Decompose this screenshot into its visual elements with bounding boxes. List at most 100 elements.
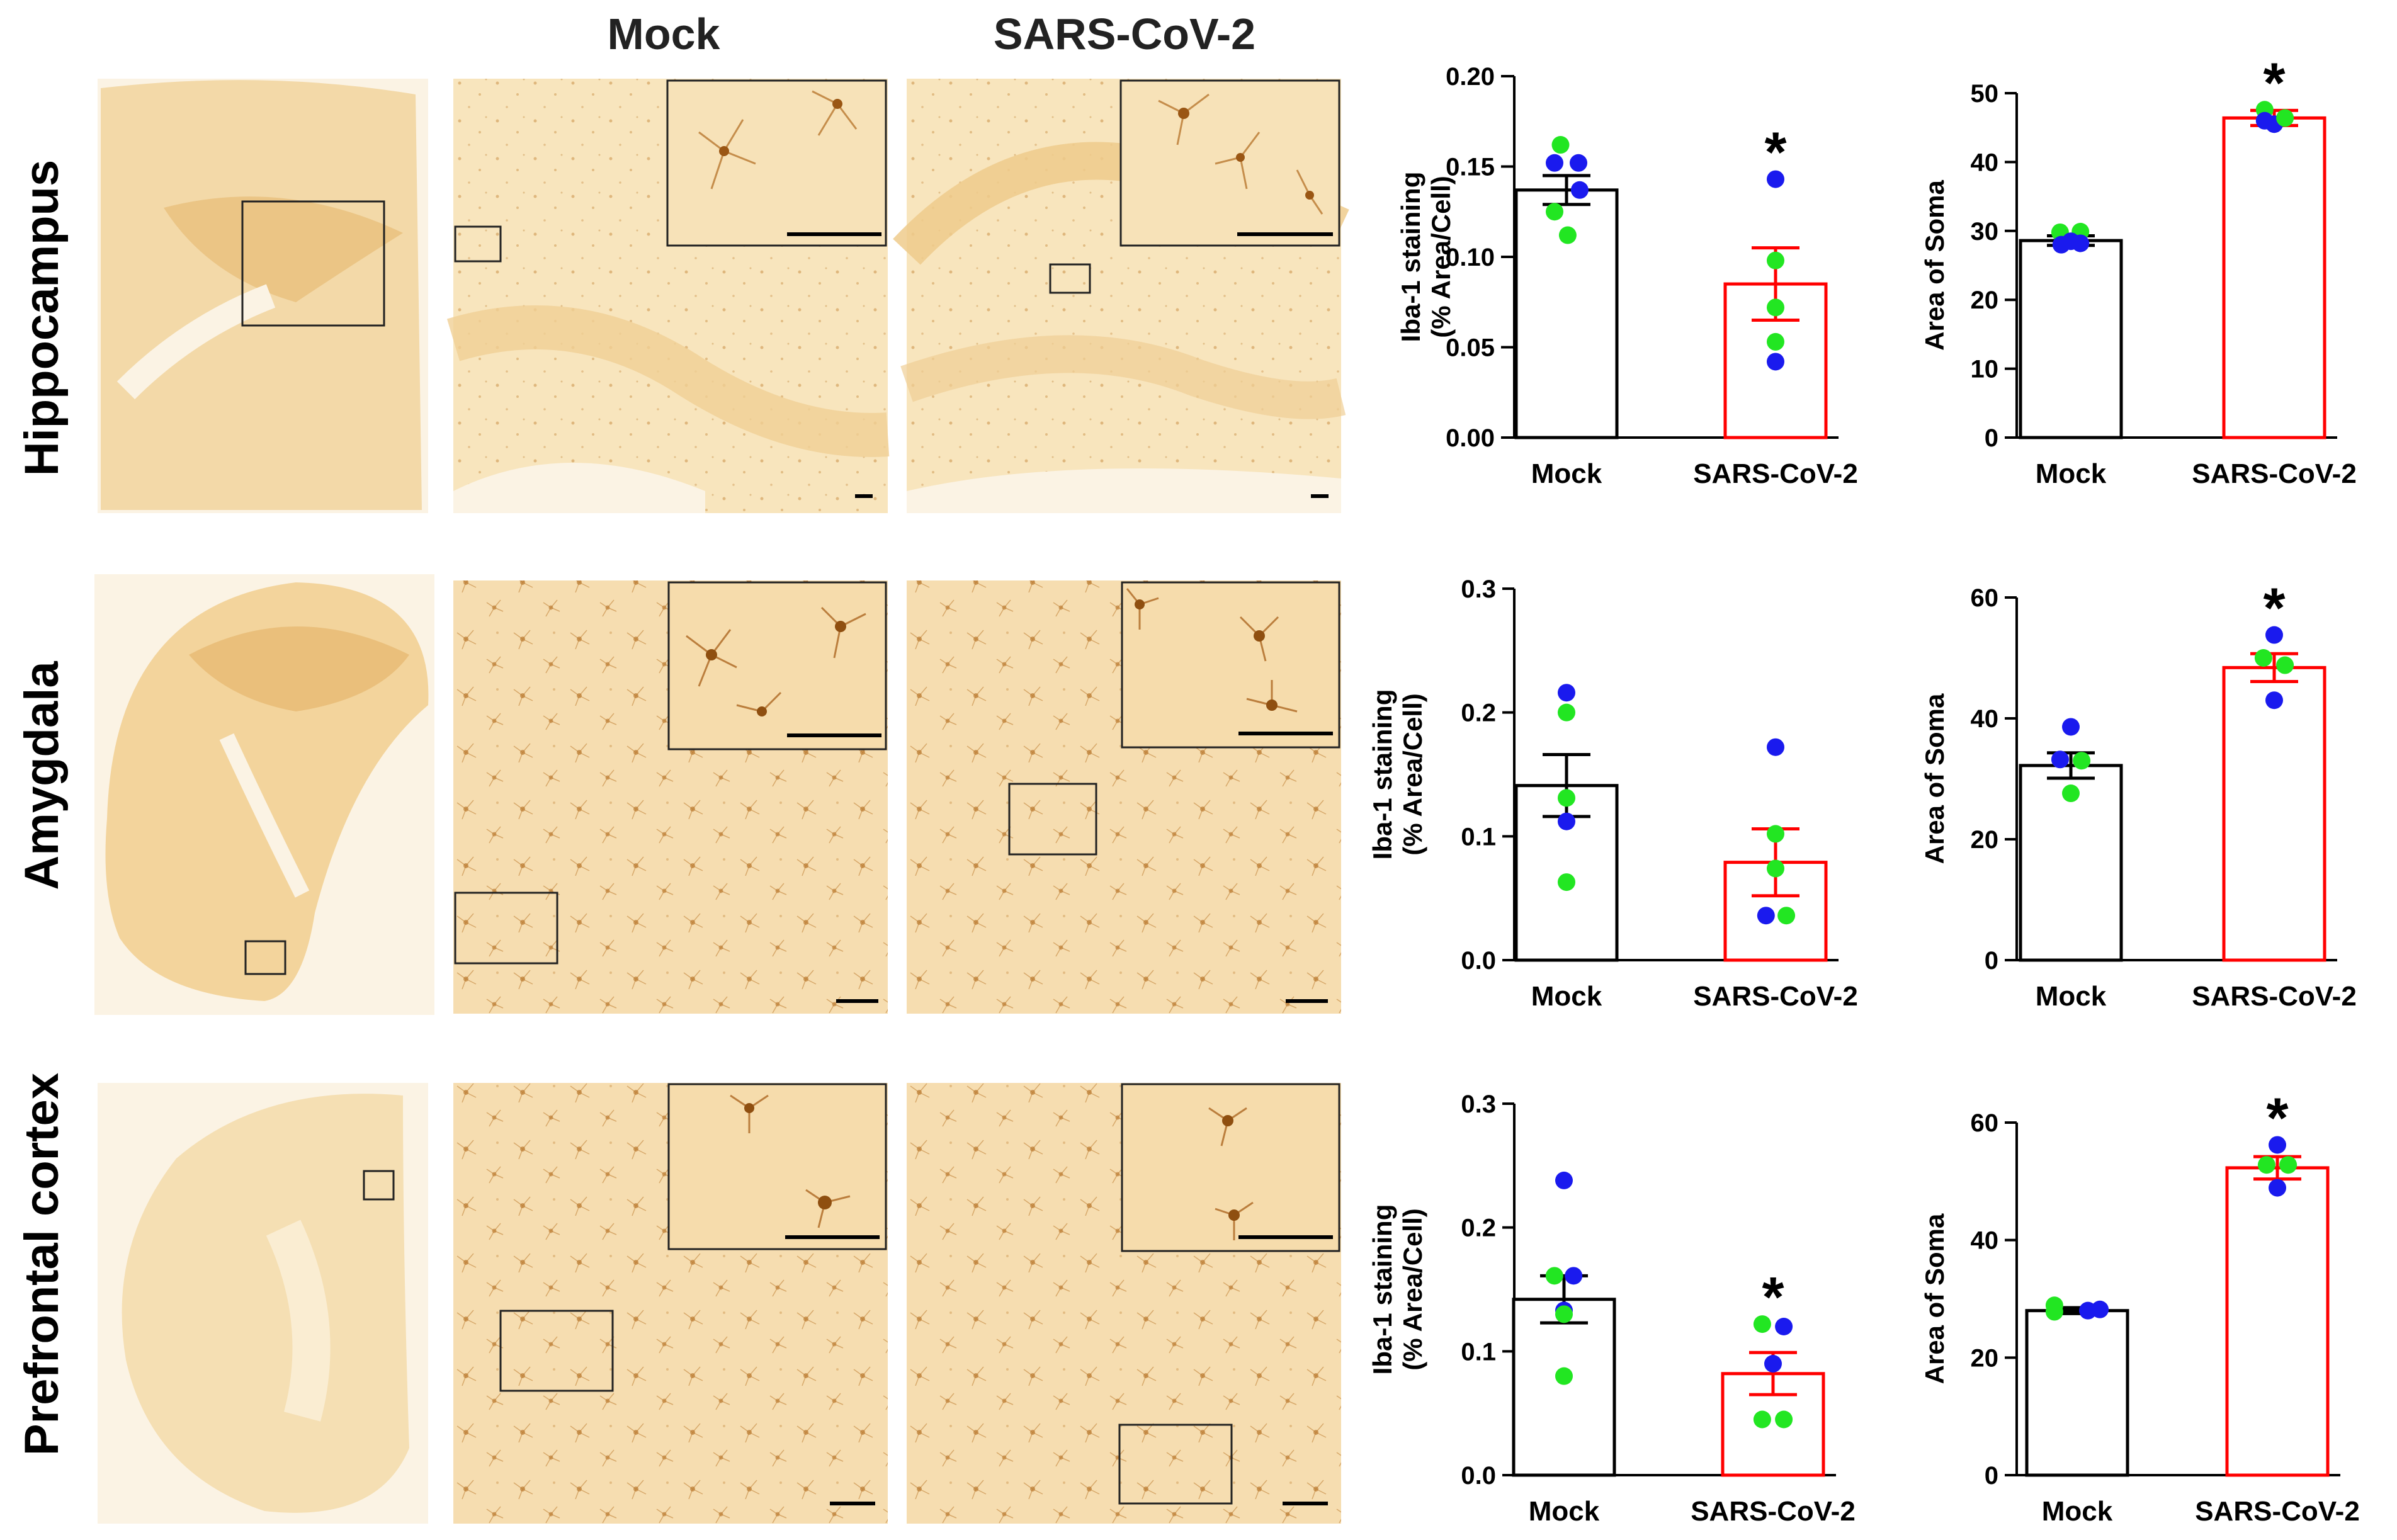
data-point (1551, 136, 1570, 154)
data-point (2279, 1156, 2298, 1174)
category-label: Mock (1529, 1496, 1600, 1527)
y-axis-label: Area of Soma (1920, 179, 1949, 350)
data-point (1558, 226, 1577, 244)
y-tick-label: 50 (1971, 80, 1999, 108)
data-point (2051, 750, 2069, 769)
data-point (1757, 907, 1775, 925)
prefrontal-mock-image (453, 1083, 888, 1524)
hippocampus-soma-chart: 0 10 20 30 40 50 Area of Soma Mock SARS-CoV-2 * (1920, 52, 2357, 489)
data-point (1558, 812, 1575, 830)
data-point (1565, 1267, 1583, 1285)
significance-marker: * (2266, 1087, 2288, 1150)
data-point (1767, 332, 1784, 351)
category-label: SARS-CoV-2 (1693, 981, 1858, 1012)
data-point (2062, 718, 2080, 736)
data-point (1767, 170, 1784, 188)
category-label: SARS-CoV-2 (2192, 458, 2357, 489)
amygdala-soma-chart: 0 20 40 60 Area of Soma Mock SARS-CoV-2 * (1920, 577, 2357, 1012)
data-point (2073, 752, 2091, 770)
y-tick-label: 0.00 (1446, 424, 1495, 452)
significance-marker: * (1762, 1266, 1784, 1329)
data-point (1545, 1267, 1563, 1285)
data-point (1767, 738, 1784, 756)
y-axis-label: Iba-1 staining (1368, 1204, 1397, 1375)
data-point (2062, 784, 2080, 803)
data-point (1775, 1410, 1793, 1429)
bar-mock (1512, 1298, 1616, 1477)
data-point (1767, 859, 1784, 878)
data-point (1753, 1315, 1771, 1333)
y-tick-label: 0.0 (1461, 1462, 1496, 1490)
y-axis-label: (% Area/Cell) (1398, 693, 1427, 856)
data-point (1570, 181, 1589, 199)
y-axis-label: Iba-1 staining (1368, 689, 1397, 860)
y-tick-label: 0.0 (1461, 947, 1496, 975)
data-point (1546, 203, 1563, 221)
significance-marker: * (2263, 52, 2285, 115)
prefrontal-overview-image (98, 1083, 428, 1524)
y-tick-label: 0.1 (1461, 823, 1496, 851)
category-label: SARS-CoV-2 (2195, 1496, 2360, 1527)
bar-sars (2222, 116, 2326, 439)
prefrontal-sars-image (907, 1083, 1341, 1524)
data-point (1546, 154, 1563, 172)
row-label-prefrontal-cortex: Prefrontal cortex (15, 1073, 69, 1456)
y-tick-label: 30 (1971, 218, 1999, 246)
hippocampus-sars-image (893, 79, 1349, 513)
amygdala-mock-image (453, 580, 888, 1014)
category-label: Mock (2036, 981, 2107, 1012)
prefrontal-roi-box (363, 1170, 395, 1201)
y-axis-label: (% Area/Cell) (1398, 1208, 1427, 1371)
category-label: Mock (2042, 1496, 2113, 1527)
y-tick-label: 0.2 (1461, 1214, 1496, 1242)
data-point (2091, 1300, 2109, 1318)
y-tick-label: 40 (1971, 1227, 1999, 1255)
y-tick-label: 0.10 (1446, 244, 1495, 271)
y-tick-label: 10 (1971, 356, 1999, 383)
bar-mock (2019, 239, 2123, 439)
amygdala-iba1-chart: 0.0 0.1 0.2 0.3 Iba-1 staining (% Area/Cell) M… (1368, 575, 1858, 1012)
y-tick-label: 20 (1971, 1344, 1999, 1372)
prefrontal-soma-chart: 0 20 40 60 Area of Soma Mock SARS-CoV-2 * (1920, 1087, 2360, 1527)
y-tick-label: 0 (1985, 947, 1998, 975)
data-point (2265, 626, 2283, 644)
hippocampus-roi-box (241, 200, 385, 327)
data-point (2276, 109, 2294, 127)
data-point (2257, 1156, 2275, 1174)
row-label-amygdala: Amygdala (15, 661, 69, 890)
data-point (1764, 1355, 1782, 1373)
data-point (2265, 691, 2283, 710)
column-header-mock: Mock (608, 9, 720, 59)
y-tick-label: 20 (1971, 286, 1999, 314)
y-tick-label: 20 (1971, 826, 1999, 854)
data-point (2269, 1179, 2286, 1197)
data-point (2045, 1303, 2063, 1321)
y-tick-label: 60 (1971, 584, 1999, 612)
data-point (1767, 353, 1784, 371)
y-tick-label: 0.05 (1446, 334, 1495, 362)
y-tick-label: 0.2 (1461, 699, 1496, 727)
category-label: SARS-CoV-2 (1693, 458, 1858, 489)
y-tick-label: 0 (1985, 1462, 1998, 1490)
y-tick-label: 60 (1971, 1109, 1999, 1137)
significance-marker: * (2263, 577, 2285, 640)
bar-sars (2225, 1166, 2330, 1477)
data-point (1570, 154, 1587, 172)
y-axis-label: Iba-1 staining (1396, 172, 1425, 343)
data-point (2254, 649, 2272, 667)
data-point (1558, 684, 1575, 702)
y-tick-label: 0.3 (1461, 1090, 1496, 1118)
data-point (1753, 1410, 1771, 1429)
y-tick-label: 0.20 (1446, 63, 1495, 91)
y-tick-label: 0.1 (1461, 1338, 1496, 1366)
y-tick-label: 0 (1985, 424, 1998, 452)
y-axis-label: Area of Soma (1920, 693, 1949, 864)
row-label-hippocampus: Hippocampus (15, 160, 69, 477)
y-axis-label: (% Area/Cell) (1426, 176, 1456, 338)
category-label: Mock (1531, 981, 1602, 1012)
y-tick-label: 0.3 (1461, 575, 1496, 603)
data-point (1767, 825, 1784, 843)
data-point (2052, 235, 2070, 254)
y-tick-label: 0.15 (1446, 154, 1495, 181)
